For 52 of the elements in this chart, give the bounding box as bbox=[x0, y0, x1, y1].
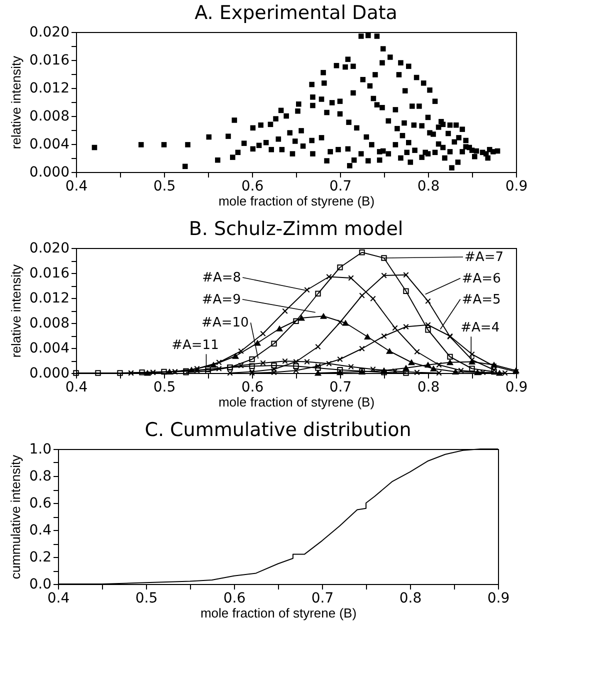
annotation: #A=6 bbox=[462, 271, 501, 286]
x-axis-title: mole fraction of styrene (B) bbox=[218, 194, 375, 208]
annotation: #A=4 bbox=[460, 320, 500, 336]
x-tick-label: 0.8 bbox=[417, 380, 440, 396]
y-tick-label: 0.016 bbox=[29, 266, 70, 282]
y-tick-label: 0.8 bbox=[29, 468, 52, 484]
chart-title: A. Experimental Data bbox=[194, 2, 398, 24]
x-tick-label: 0.4 bbox=[65, 178, 88, 194]
y-tick-label: 0.004 bbox=[29, 136, 70, 152]
x-tick-label: 0.9 bbox=[505, 178, 528, 194]
annotation: #A=10 bbox=[202, 316, 249, 331]
x-tick-label: 0.5 bbox=[153, 380, 176, 396]
y-tick-label: 0.000 bbox=[29, 366, 70, 382]
chart-title: C. Cummulative distribution bbox=[144, 419, 412, 441]
annotation: #A=7 bbox=[464, 250, 504, 265]
y-tick-label: 0.016 bbox=[29, 52, 70, 68]
x-axis-title: mole fraction of styrene (B) bbox=[218, 394, 375, 410]
x-tick-label: 0.8 bbox=[399, 590, 422, 606]
x-tick-label: 0.9 bbox=[505, 380, 528, 396]
x-tick-label: 0.6 bbox=[241, 380, 264, 396]
x-tick-label: 0.7 bbox=[329, 380, 352, 396]
x-tick-label: 0.6 bbox=[223, 590, 246, 606]
y-tick-label: 0.000 bbox=[29, 164, 70, 180]
y-tick-label: 1.0 bbox=[29, 442, 52, 458]
y-tick-label: 0.020 bbox=[29, 24, 70, 40]
y-axis-title: relative intensity bbox=[8, 264, 24, 358]
x-axis-title: mole fraction of styrene (B) bbox=[200, 606, 357, 620]
y-axis-title: cummulative intensity bbox=[8, 454, 24, 580]
y-tick-label: 0.2 bbox=[29, 550, 52, 566]
x-tick-label: 0.5 bbox=[135, 590, 158, 606]
y-tick-label: 0.004 bbox=[29, 340, 70, 356]
x-tick-label: 0.7 bbox=[311, 590, 334, 606]
chart-title: B. Schulz-Zimm model bbox=[188, 218, 404, 240]
x-tick-label: 0.4 bbox=[65, 380, 88, 396]
y-tick-label: 0.012 bbox=[29, 290, 70, 306]
annotation: #A=5 bbox=[462, 292, 501, 308]
annotation: #A=8 bbox=[202, 270, 242, 286]
y-axis-title: relative intensity bbox=[8, 55, 24, 150]
y-tick-label: 0.4 bbox=[29, 522, 52, 538]
x-tick-label: 0.9 bbox=[487, 590, 510, 606]
x-tick-label: 0.6 bbox=[241, 178, 264, 194]
x-tick-label: 0.5 bbox=[153, 178, 176, 194]
x-tick-label: 0.8 bbox=[417, 178, 440, 194]
x-tick-label: 0.7 bbox=[329, 178, 352, 194]
y-tick-label: 0.6 bbox=[29, 496, 52, 512]
y-tick-label: 0.020 bbox=[29, 240, 70, 256]
annotation: #A=11 bbox=[172, 338, 219, 354]
annotation: #A=9 bbox=[202, 292, 241, 308]
y-tick-label: 0.008 bbox=[29, 316, 70, 332]
y-tick-label: 0.008 bbox=[29, 108, 70, 124]
y-tick-label: 0.012 bbox=[29, 80, 70, 96]
y-tick-label: 0.0 bbox=[29, 576, 52, 592]
